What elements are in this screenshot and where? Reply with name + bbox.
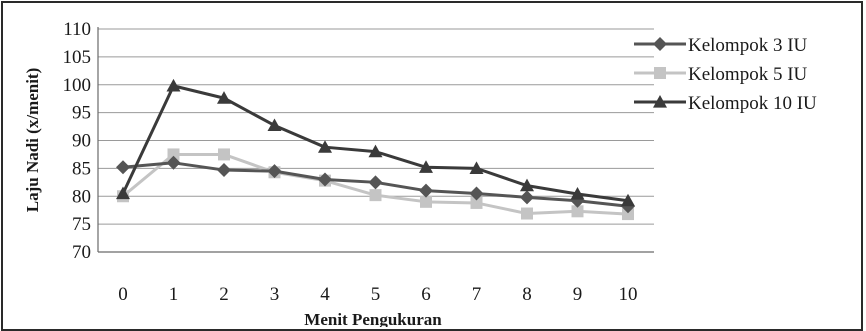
legend-marker-kelompok-3-iu xyxy=(653,37,667,51)
data-point-kelompok-5-iu-10 xyxy=(622,208,634,221)
data-point-kelompok-3-iu-3 xyxy=(267,164,282,179)
legend-label-kelompok-5-iu: Kelompok 5 IU xyxy=(688,64,808,85)
data-point-kelompok-10-iu-1 xyxy=(166,78,181,92)
x-tick-label-4: 4 xyxy=(320,284,330,305)
x-tick-label-9: 9 xyxy=(573,284,583,305)
x-tick-label-10: 10 xyxy=(619,284,638,305)
data-point-kelompok-3-iu-2 xyxy=(217,163,231,178)
x-tick-label-7: 7 xyxy=(472,284,482,305)
data-point-kelompok-10-iu-0 xyxy=(116,186,130,200)
x-tick-label-1: 1 xyxy=(169,284,179,305)
data-point-kelompok-5-iu-9 xyxy=(571,205,584,218)
data-point-kelompok-10-iu-3 xyxy=(267,118,282,132)
legend-marker-kelompok-10-iu xyxy=(653,95,667,108)
data-point-kelompok-3-iu-4 xyxy=(318,172,332,187)
y-tick-label-80: 80 xyxy=(72,186,91,207)
x-tick-labels: 0 1 2 3 4 5 6 7 8 9 10 xyxy=(118,284,637,305)
data-point-kelompok-10-iu-10 xyxy=(621,193,635,207)
legend-label-kelompok-10-iu: Kelompok 10 IU xyxy=(688,93,817,114)
data-point-kelompok-3-iu-8 xyxy=(520,190,534,205)
data-point-kelompok-3-iu-7 xyxy=(469,186,484,201)
data-point-kelompok-3-iu-1 xyxy=(166,155,181,170)
data-point-kelompok-3-iu-5 xyxy=(368,175,383,190)
data-point-kelompok-10-iu-2 xyxy=(217,91,231,104)
data-point-kelompok-5-iu-5 xyxy=(369,189,382,202)
x-tick-label-8: 8 xyxy=(522,284,532,305)
data-point-kelompok-10-iu-8 xyxy=(520,178,534,192)
x-tick-label-6: 6 xyxy=(421,284,431,305)
data-point-kelompok-5-iu-2 xyxy=(218,148,230,161)
y-tick-label-75: 75 xyxy=(72,214,91,235)
data-point-kelompok-5-iu-6 xyxy=(420,195,432,208)
data-point-kelompok-10-iu-6 xyxy=(419,160,433,173)
legend-marker-kelompok-5-iu xyxy=(654,67,666,79)
x-tick-label-5: 5 xyxy=(371,284,381,305)
x-axis-label: Menit Pengukuran xyxy=(304,310,442,327)
series-group xyxy=(116,78,635,221)
y-axis-label: Laju Nadi (x/menit) xyxy=(23,68,42,213)
axes xyxy=(97,27,654,253)
data-point-kelompok-10-iu-4 xyxy=(318,140,332,153)
data-point-kelompok-5-iu-8 xyxy=(521,207,533,220)
data-point-kelompok-10-iu-7 xyxy=(469,161,484,174)
y-tick-label-90: 90 xyxy=(72,131,91,152)
y-tick-label-105: 105 xyxy=(63,47,92,68)
y-tick-label-110: 110 xyxy=(63,19,91,40)
series-kelompok-3-iu xyxy=(116,155,635,214)
y-tick-labels: 70 75 80 85 90 95 100 105 110 xyxy=(63,19,92,263)
x-tick-label-2: 2 xyxy=(219,284,229,305)
legend-label-kelompok-3-iu: Kelompok 3 IU xyxy=(688,35,808,56)
legend: Kelompok 3 IU Kelompok 5 IU Kelompok 10 IU xyxy=(634,35,817,114)
y-tick-label-100: 100 xyxy=(63,75,92,96)
data-point-kelompok-5-iu-7 xyxy=(470,196,483,209)
legend-item-kelompok-10-iu: Kelompok 10 IU xyxy=(634,93,817,114)
data-point-kelompok-3-iu-6 xyxy=(419,183,433,198)
legend-item-kelompok-5-iu: Kelompok 5 IU xyxy=(634,64,808,85)
x-tick-label-3: 3 xyxy=(270,284,280,305)
y-tick-label-70: 70 xyxy=(72,242,91,263)
legend-item-kelompok-3-iu: Kelompok 3 IU xyxy=(634,35,808,56)
data-point-kelompok-5-iu-1 xyxy=(167,148,180,161)
data-point-kelompok-3-iu-0 xyxy=(116,160,130,175)
grid-lines xyxy=(98,28,654,253)
x-tick-label-0: 0 xyxy=(118,284,128,305)
y-tick-label-95: 95 xyxy=(72,103,91,124)
data-point-kelompok-10-iu-5 xyxy=(368,144,383,158)
y-tick-label-85: 85 xyxy=(72,158,91,179)
data-point-kelompok-10-iu-9 xyxy=(570,187,585,200)
series-kelompok-10-iu xyxy=(116,78,635,207)
